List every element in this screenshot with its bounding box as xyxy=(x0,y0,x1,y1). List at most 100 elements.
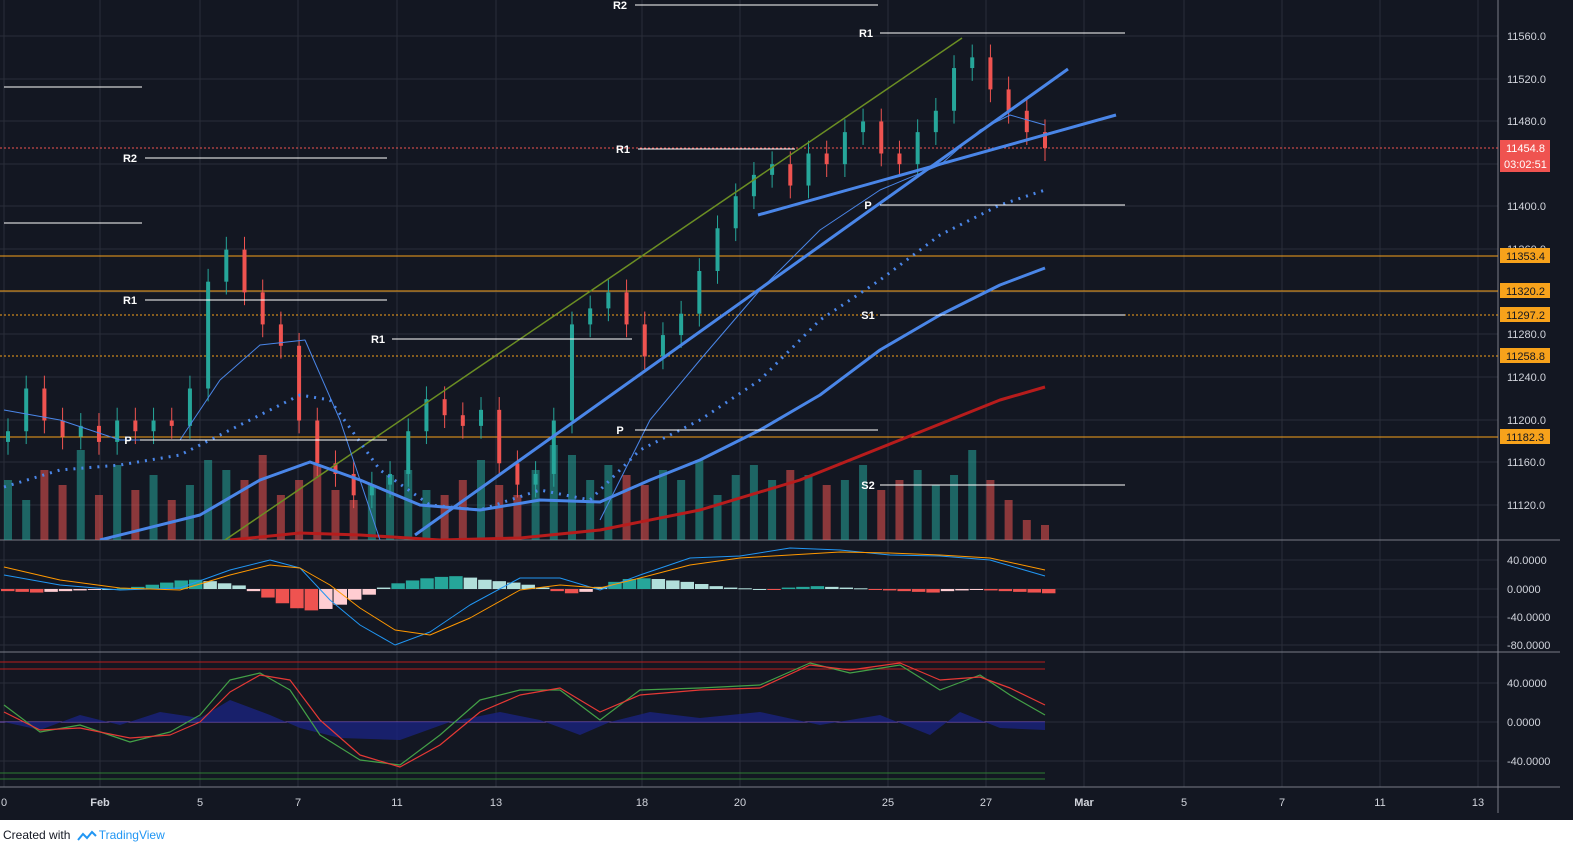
pivot-label: R1 xyxy=(123,295,137,307)
macd-histogram-bar xyxy=(174,580,188,589)
macd-histogram-bar xyxy=(376,587,391,589)
candle-body xyxy=(224,249,229,282)
created-with-label: Created with xyxy=(3,828,71,842)
price-axis-tick: 11200.0 xyxy=(1507,415,1546,427)
candle-body xyxy=(133,420,138,432)
candle-body xyxy=(406,431,411,474)
candle-body xyxy=(952,68,957,111)
macd-histogram-bar xyxy=(232,585,246,589)
candle-body xyxy=(187,388,192,426)
time-axis-tick: 25 xyxy=(882,797,894,809)
price-tag-bg xyxy=(1500,307,1550,322)
price-axis-tick: 11240.0 xyxy=(1507,372,1546,384)
macd-histogram-bar xyxy=(882,589,897,591)
candle-body xyxy=(897,153,902,165)
footer: Created with TradingView xyxy=(0,820,1573,853)
macd-histogram-bar xyxy=(897,589,911,592)
time-axis-tick: 11 xyxy=(391,797,402,809)
volume-bar xyxy=(931,485,940,540)
candle-body xyxy=(1006,89,1011,111)
volume-bar xyxy=(258,455,267,540)
time-axis-tick: 27 xyxy=(980,797,992,809)
macd-histogram-bar xyxy=(1,589,15,592)
candle-body xyxy=(988,57,993,90)
candle-body xyxy=(642,324,647,357)
time-axis-tick: 7 xyxy=(1279,797,1285,809)
macd-histogram-bar xyxy=(738,588,752,590)
macd-histogram-bar xyxy=(651,579,666,589)
macd-histogram-bar xyxy=(217,583,232,589)
volume-bar xyxy=(531,470,540,540)
volume-bar xyxy=(22,500,31,540)
price-chart-svg[interactable]: R2 R1 R2 R1 R1 P R1 P S1 S2 P 11560.0 11520.0 11480.0… xyxy=(0,0,1573,820)
trendline-green xyxy=(224,37,963,540)
candle-body xyxy=(806,153,811,186)
macd-histogram-bar xyxy=(87,589,102,590)
oscillator-pane xyxy=(0,661,1046,780)
candle-body xyxy=(278,324,283,346)
candle-body xyxy=(260,292,265,325)
macd-histogram-bar xyxy=(391,583,405,589)
macd-histogram-bar xyxy=(319,589,333,609)
trendline-blue-rising xyxy=(414,67,1069,537)
volume-bar xyxy=(658,470,667,540)
price-axis-tick: 11480.0 xyxy=(1507,116,1546,128)
candle-body xyxy=(970,57,975,69)
pivot-label: R1 xyxy=(371,334,385,346)
price-axis-tick: 11400.0 xyxy=(1507,201,1546,213)
price-line-thin-left xyxy=(3,339,381,540)
price-tag-bg xyxy=(1500,248,1550,263)
price-tag-bg xyxy=(1500,283,1550,298)
macd-histogram-bar xyxy=(868,589,882,590)
tradingview-brand[interactable]: TradingView xyxy=(98,828,165,842)
price-axis-tick: 11280.0 xyxy=(1507,329,1546,341)
volume-bar xyxy=(877,490,886,540)
volume-bar xyxy=(859,465,868,540)
volume-bar xyxy=(495,485,504,540)
volume-bar xyxy=(986,480,995,540)
macd-histogram-bar xyxy=(362,589,376,595)
volume-bar xyxy=(440,495,449,540)
chart-area[interactable]: R2 R1 R2 R1 R1 P R1 P S1 S2 P 11560.0 11520.0 11480.0… xyxy=(0,0,1573,820)
volume-bar xyxy=(840,480,849,540)
macd-histogram-bar xyxy=(434,576,449,589)
volume-bar xyxy=(513,495,522,540)
volume-bar xyxy=(713,495,722,540)
macd-histogram-bar xyxy=(463,577,478,589)
macd-axis-tick: 40.0000 xyxy=(1507,555,1547,567)
macd-histogram-bar xyxy=(492,581,507,589)
osc-green-line xyxy=(3,662,1046,766)
volume-bar xyxy=(950,475,959,540)
volume-bar xyxy=(313,465,322,540)
macd-histogram-bar xyxy=(160,582,174,589)
macd-histogram-bar xyxy=(984,589,998,591)
volume-bar xyxy=(768,480,777,540)
macd-histogram-bar xyxy=(695,584,709,589)
trendline-blue-upper xyxy=(757,113,1117,217)
macd-histogram-bar xyxy=(145,584,160,589)
volume-bar xyxy=(204,460,213,540)
macd-histogram-bar xyxy=(940,589,955,592)
price-tag-bg xyxy=(1500,348,1550,363)
pivot-label: P xyxy=(864,200,871,212)
macd-histogram-bar xyxy=(116,588,131,590)
macd-histogram-bar xyxy=(579,589,593,592)
macd-histogram-bar xyxy=(507,582,521,589)
volume-bar xyxy=(422,490,431,540)
macd-histogram-bar xyxy=(969,589,984,590)
candle-body xyxy=(42,388,47,421)
candle-body xyxy=(333,463,338,474)
candle-body xyxy=(151,420,156,432)
candle-body xyxy=(715,228,720,271)
volume-bar xyxy=(295,480,304,540)
macd-histogram-bar xyxy=(680,581,694,589)
volume-bar xyxy=(640,485,649,540)
macd-histogram-bar xyxy=(535,587,550,589)
volume-bar xyxy=(40,470,49,540)
macd-histogram-bar xyxy=(131,586,145,589)
candle-body xyxy=(915,132,920,165)
candle-body xyxy=(6,431,10,442)
candle-body xyxy=(569,324,574,421)
candle-body xyxy=(824,153,829,165)
volume-bar xyxy=(549,445,558,540)
